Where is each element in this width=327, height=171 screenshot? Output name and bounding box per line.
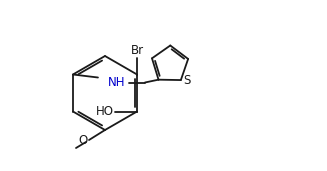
Text: NH: NH <box>108 76 126 89</box>
Text: Br: Br <box>130 43 144 56</box>
Text: O: O <box>79 134 88 147</box>
Text: S: S <box>183 74 190 87</box>
Text: HO: HO <box>96 105 114 118</box>
